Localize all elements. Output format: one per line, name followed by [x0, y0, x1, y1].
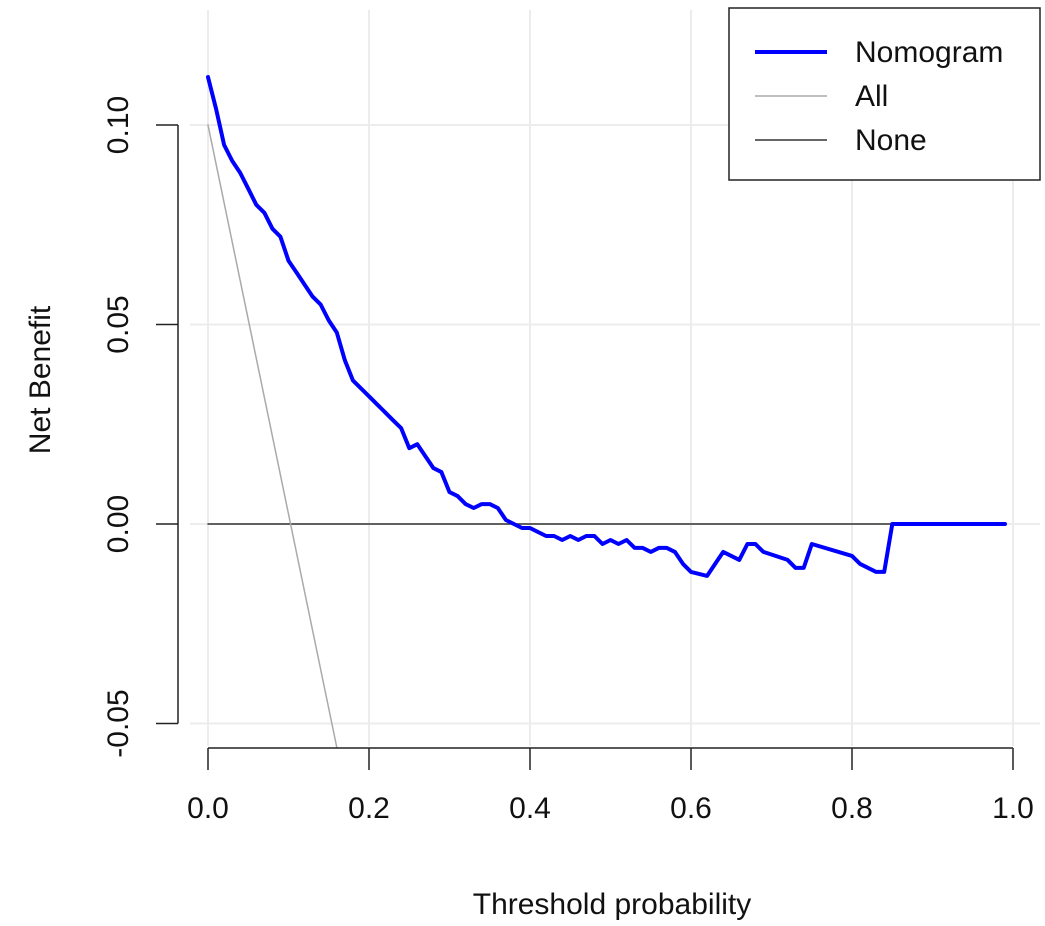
series-line-nomogram: [206, 75, 1007, 578]
y-tick-label: 0.00: [102, 495, 135, 553]
x-tick-label: 0.8: [831, 792, 873, 825]
legend: Nomogram All None: [728, 7, 1041, 181]
legend-label-nomogram: Nomogram: [855, 36, 1003, 69]
x-tick-label: 0.2: [348, 792, 390, 825]
y-tick-label: 0.10: [102, 96, 135, 154]
plot-lines: [206, 75, 1007, 749]
y-axis-title: Net Benefit: [24, 305, 57, 454]
y-axis: -0.05 0.00 0.05 0.10: [102, 96, 179, 758]
y-tick-label: 0.05: [102, 295, 135, 353]
legend-label-all: All: [855, 80, 888, 113]
y-tick-label: -0.05: [102, 689, 135, 757]
legend-box: [728, 7, 1041, 181]
x-tick-label: 0.4: [509, 792, 551, 825]
x-axis-title: Threshold probability: [473, 888, 751, 921]
x-tick-label: 1.0: [992, 792, 1034, 825]
legend-label-none: None: [855, 124, 927, 157]
series-line-all: [207, 124, 338, 749]
x-axis: 0.0 0.2 0.4 0.6 0.8 1.0: [187, 747, 1034, 825]
x-tick-label: 0.0: [187, 792, 229, 825]
x-tick-label: 0.6: [670, 792, 712, 825]
